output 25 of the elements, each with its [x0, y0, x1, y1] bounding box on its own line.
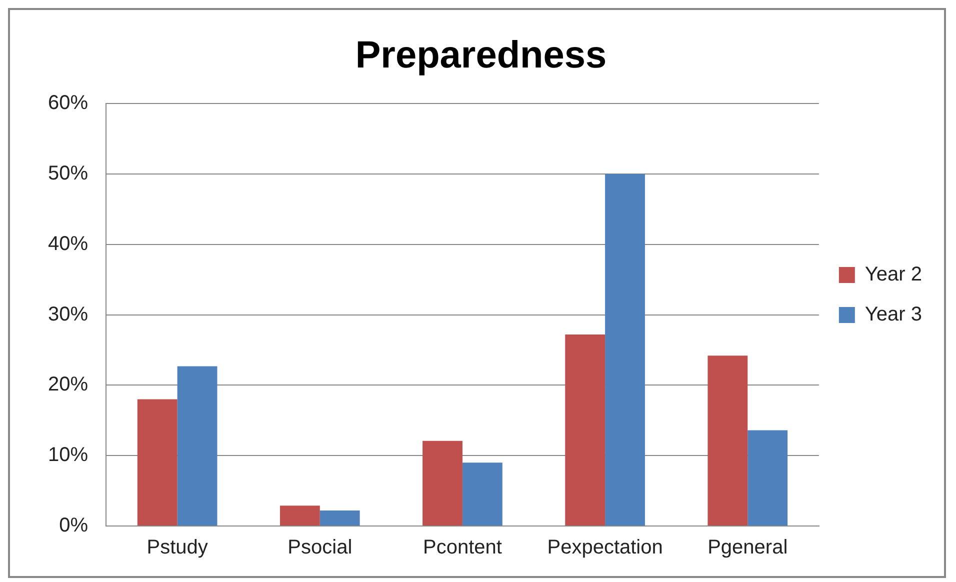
bar: [177, 366, 218, 526]
bar: [280, 506, 320, 526]
y-tick-label: 0%: [59, 514, 88, 537]
bar: [422, 440, 462, 526]
bar: [320, 510, 360, 526]
x-tick-label: Pcontent: [422, 536, 502, 559]
y-tick-label: 40%: [48, 232, 88, 255]
bar: [605, 174, 645, 526]
legend-label: Year 3: [864, 304, 922, 326]
bar: [708, 356, 748, 526]
y-tick-label: 60%: [48, 92, 88, 114]
bar: [137, 399, 178, 526]
chart-title: Preparedness: [355, 34, 607, 76]
y-tick-label: 50%: [48, 162, 88, 185]
bar: [565, 334, 606, 526]
y-tick-label: 30%: [48, 303, 88, 326]
x-tick-label: Pgeneral: [708, 536, 788, 559]
y-tick-label: 10%: [48, 444, 88, 466]
bar: [748, 430, 788, 526]
y-tick-label: 20%: [48, 374, 88, 396]
legend-label: Year 2: [864, 264, 922, 286]
x-tick-label: Psocial: [288, 536, 352, 559]
x-tick-label: Pstudy: [146, 536, 208, 559]
bar: [462, 462, 502, 526]
x-tick-label: Pexpectation: [547, 536, 663, 559]
